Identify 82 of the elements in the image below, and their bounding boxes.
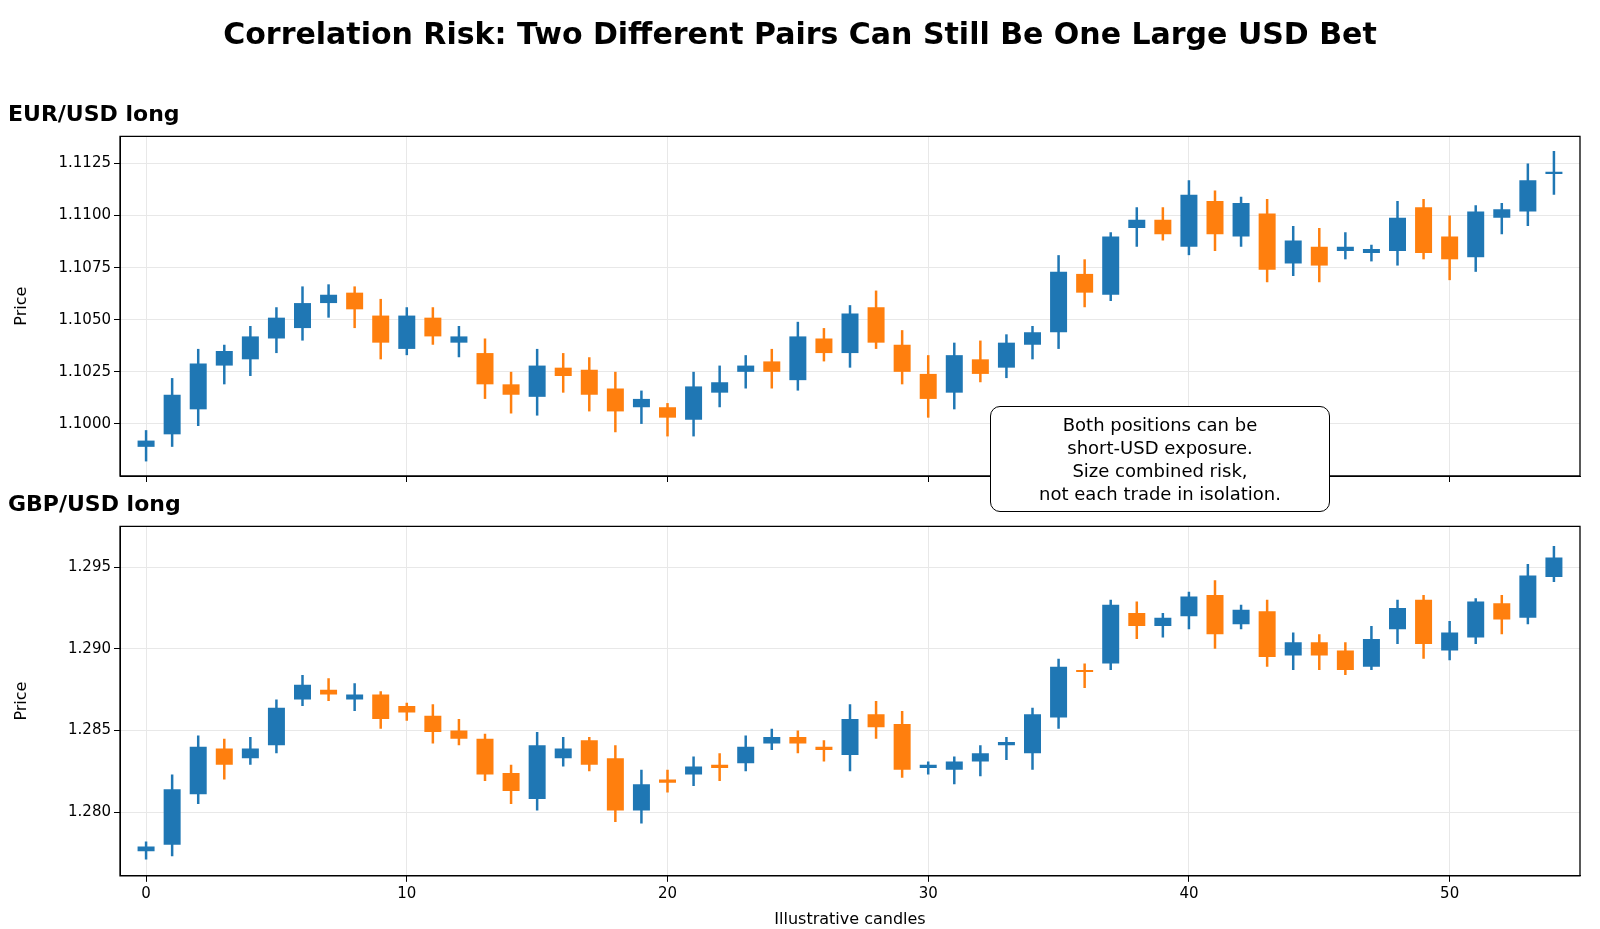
candlestick <box>1336 230 1354 261</box>
candlestick <box>659 401 676 438</box>
candlestick <box>1128 600 1146 641</box>
y-tick-label: 1.290 <box>68 638 111 657</box>
y-tick-label: 1.280 <box>68 802 111 821</box>
x-tick-label: 30 <box>918 883 938 902</box>
candlestick <box>1284 631 1302 672</box>
y-tick-label: 1.1125 <box>58 153 111 172</box>
candlestick <box>450 717 468 747</box>
candlestick <box>1545 149 1563 196</box>
x-tick-label: 40 <box>1179 883 1199 902</box>
candlestick <box>1389 598 1406 646</box>
candlestick <box>215 737 233 781</box>
candlestick <box>1310 226 1328 284</box>
candlestick <box>971 339 989 384</box>
candlestick <box>711 752 729 783</box>
x-tick-label: 0 <box>141 883 151 902</box>
candlestick <box>241 324 259 378</box>
chart-title: Correlation Risk: Two Different Pairs Can Still Be One Large USD Bet <box>222 15 1378 53</box>
candlestick <box>1076 258 1094 309</box>
candlestick <box>424 703 442 745</box>
y-axis-title: Price <box>10 286 30 326</box>
candlestick <box>867 699 885 740</box>
candlestick <box>1076 662 1094 690</box>
candlestick <box>1493 201 1511 236</box>
y-tick-label: 1.1050 <box>58 309 111 328</box>
candlestick <box>502 370 520 415</box>
y-tick-label: 1.1025 <box>58 361 111 380</box>
candlestick <box>320 283 338 319</box>
candlestick <box>267 305 285 355</box>
candlestick <box>346 285 364 330</box>
candlestick <box>294 673 311 708</box>
candlestick <box>1024 324 1041 361</box>
candlestick <box>1310 632 1328 672</box>
x-tick-label: 10 <box>397 883 417 902</box>
candlestick <box>815 326 833 363</box>
x-tick-label: 20 <box>657 883 678 902</box>
y-axis-title: Price <box>10 681 30 721</box>
candlestick <box>971 743 989 778</box>
x-axis-title: Illustrative candles <box>774 908 926 928</box>
y-tick-label: 1.1100 <box>58 205 111 224</box>
candlestick <box>737 353 755 390</box>
candlestick <box>711 364 729 409</box>
candlestick <box>241 735 259 767</box>
candlestick <box>763 347 781 390</box>
y-tick-label: 1.285 <box>68 720 111 739</box>
candlestick <box>763 727 781 752</box>
candlestick <box>1336 641 1354 677</box>
candlestick <box>554 351 572 394</box>
candlestick <box>1493 593 1511 636</box>
candlestick <box>1154 611 1172 639</box>
y-tick-label: 1.1000 <box>58 413 111 432</box>
candlestick <box>320 676 338 703</box>
candlestick <box>1545 544 1563 584</box>
candlestick <box>215 343 233 386</box>
candlestick <box>632 389 650 426</box>
x-tick-label: 50 <box>1440 883 1460 902</box>
y-tick-label: 1.1075 <box>58 257 111 276</box>
candlestick <box>1154 205 1172 242</box>
candlestick <box>737 734 755 773</box>
candlestick <box>945 755 963 786</box>
candlestick <box>1284 224 1302 278</box>
candlestick <box>685 755 703 788</box>
candlestick <box>997 735 1015 762</box>
chart-subtitle: EUR/USD long <box>8 100 180 126</box>
candlestick <box>424 305 442 346</box>
candlestick <box>606 370 624 434</box>
candlestick <box>1232 603 1250 631</box>
candlestick <box>137 428 155 463</box>
candlestick <box>502 763 520 806</box>
candlestick <box>450 324 468 359</box>
chart-subtitle: GBP/USD long <box>8 490 181 516</box>
y-tick-label: 1.295 <box>68 557 111 576</box>
candlestick <box>659 768 676 794</box>
callout-box: Both positions can be short-USD exposure. Size combined risk, not each trade in isolation. <box>990 406 1330 512</box>
candlestick <box>815 739 833 763</box>
candlestick <box>1441 619 1459 662</box>
candlestick <box>1441 214 1459 282</box>
candlestick <box>789 729 807 755</box>
candlestick <box>1128 205 1146 249</box>
candlestick <box>1180 590 1198 631</box>
candlestick <box>554 735 572 768</box>
